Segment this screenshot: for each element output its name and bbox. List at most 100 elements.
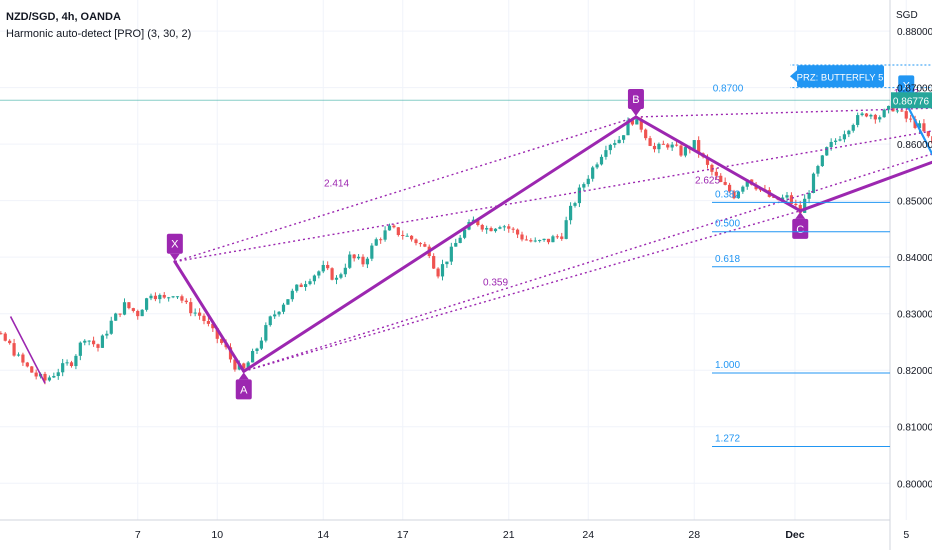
candle-body	[348, 254, 352, 268]
candle-body	[617, 139, 621, 144]
x-tick-label: 5	[903, 529, 909, 541]
candle-body	[794, 203, 798, 205]
candle-body	[202, 315, 206, 322]
candle-body	[666, 144, 670, 148]
candle-body	[679, 145, 683, 156]
candle-body	[0, 333, 3, 335]
candle-body	[842, 134, 847, 140]
candle-body	[392, 225, 396, 228]
candle-body	[356, 256, 361, 259]
prz-label-pointer	[790, 70, 797, 83]
point-label: B	[632, 94, 639, 106]
candle-body	[493, 228, 498, 232]
candle-body	[630, 120, 635, 125]
candle-body	[714, 171, 718, 176]
candle-body	[158, 294, 162, 300]
candle-body	[454, 242, 458, 247]
prz-level-label: 0.8700	[713, 84, 744, 95]
candle-body	[851, 124, 855, 131]
candle-body	[573, 203, 577, 206]
candle-body	[405, 235, 409, 237]
candle-body	[560, 236, 564, 239]
candle-body	[542, 238, 546, 241]
candle-body	[295, 284, 299, 291]
fib-level-label: 0.382	[715, 189, 740, 200]
candle-body	[785, 195, 789, 198]
candle-body	[878, 117, 882, 120]
candle-body	[546, 238, 551, 243]
candle-body	[922, 123, 926, 132]
fib-level-label: 1.272	[715, 434, 740, 445]
candle-body	[648, 138, 652, 146]
candle-body	[864, 113, 869, 117]
harmonic-ratio-line	[243, 210, 801, 373]
candle-body	[485, 228, 489, 230]
prz-label-box	[797, 65, 884, 88]
candle-body	[440, 264, 445, 277]
candle-body	[8, 340, 12, 344]
candle-body	[273, 314, 277, 317]
candle-body	[502, 226, 506, 228]
candle-body	[719, 175, 723, 183]
candle-body	[847, 130, 851, 135]
candle-body	[286, 299, 290, 305]
candle-body	[599, 156, 604, 165]
candle-body	[882, 109, 886, 118]
candle-body	[131, 308, 135, 311]
candle-body	[78, 342, 82, 356]
candle-body	[683, 147, 688, 156]
candle-body	[370, 245, 374, 259]
candle-body	[807, 193, 811, 199]
candle-body	[445, 261, 449, 265]
candle-body	[604, 150, 608, 157]
point-label: A	[240, 384, 248, 396]
harmonic-ratio-line	[174, 130, 932, 263]
candle-body	[697, 140, 701, 154]
candle-body	[869, 114, 873, 117]
candle-body	[175, 296, 180, 298]
candle-body	[317, 271, 321, 276]
candle-body	[290, 290, 294, 300]
candle-body	[233, 359, 237, 370]
candle-body	[361, 256, 365, 265]
candle-body	[303, 284, 308, 287]
candle-body	[330, 268, 334, 280]
candle-body	[383, 230, 387, 240]
candle-body	[825, 147, 829, 156]
candle-body	[326, 264, 330, 269]
candle-body	[745, 179, 749, 187]
point-label: X	[171, 239, 179, 251]
candle-body	[595, 164, 599, 168]
y-tick-label: 0.88000	[897, 27, 932, 38]
last-price-badge	[891, 92, 932, 109]
candle-body	[264, 325, 268, 341]
harmonic-leg	[173, 260, 246, 373]
candle-body	[900, 110, 904, 112]
candle-body	[140, 309, 144, 317]
candle-body	[816, 166, 820, 174]
candle-body	[220, 338, 224, 343]
candle-body	[692, 140, 696, 150]
candle-body	[895, 110, 900, 112]
candle-body	[193, 312, 197, 314]
candle-body	[43, 373, 47, 381]
candle-body	[114, 313, 118, 321]
candle-body	[670, 144, 674, 148]
point-label: C	[796, 224, 804, 236]
y-tick-label: 0.85000	[897, 197, 932, 208]
candle-body	[582, 184, 586, 188]
candle-body	[127, 302, 131, 309]
candle-body	[352, 254, 356, 259]
prz-label: PRZ: BUTTERFLY 5	[797, 72, 884, 83]
harmonic-leg	[9, 316, 46, 384]
harmonic-leg	[905, 102, 932, 157]
candle-body	[144, 298, 149, 310]
y-tick-label: 0.87000	[897, 84, 932, 95]
candle-body	[803, 198, 807, 213]
candle-body	[829, 141, 833, 148]
currency-label: SGD	[896, 10, 918, 21]
candle-body	[334, 277, 339, 280]
point-marker-pointer	[630, 109, 641, 116]
candle-body	[917, 123, 922, 128]
